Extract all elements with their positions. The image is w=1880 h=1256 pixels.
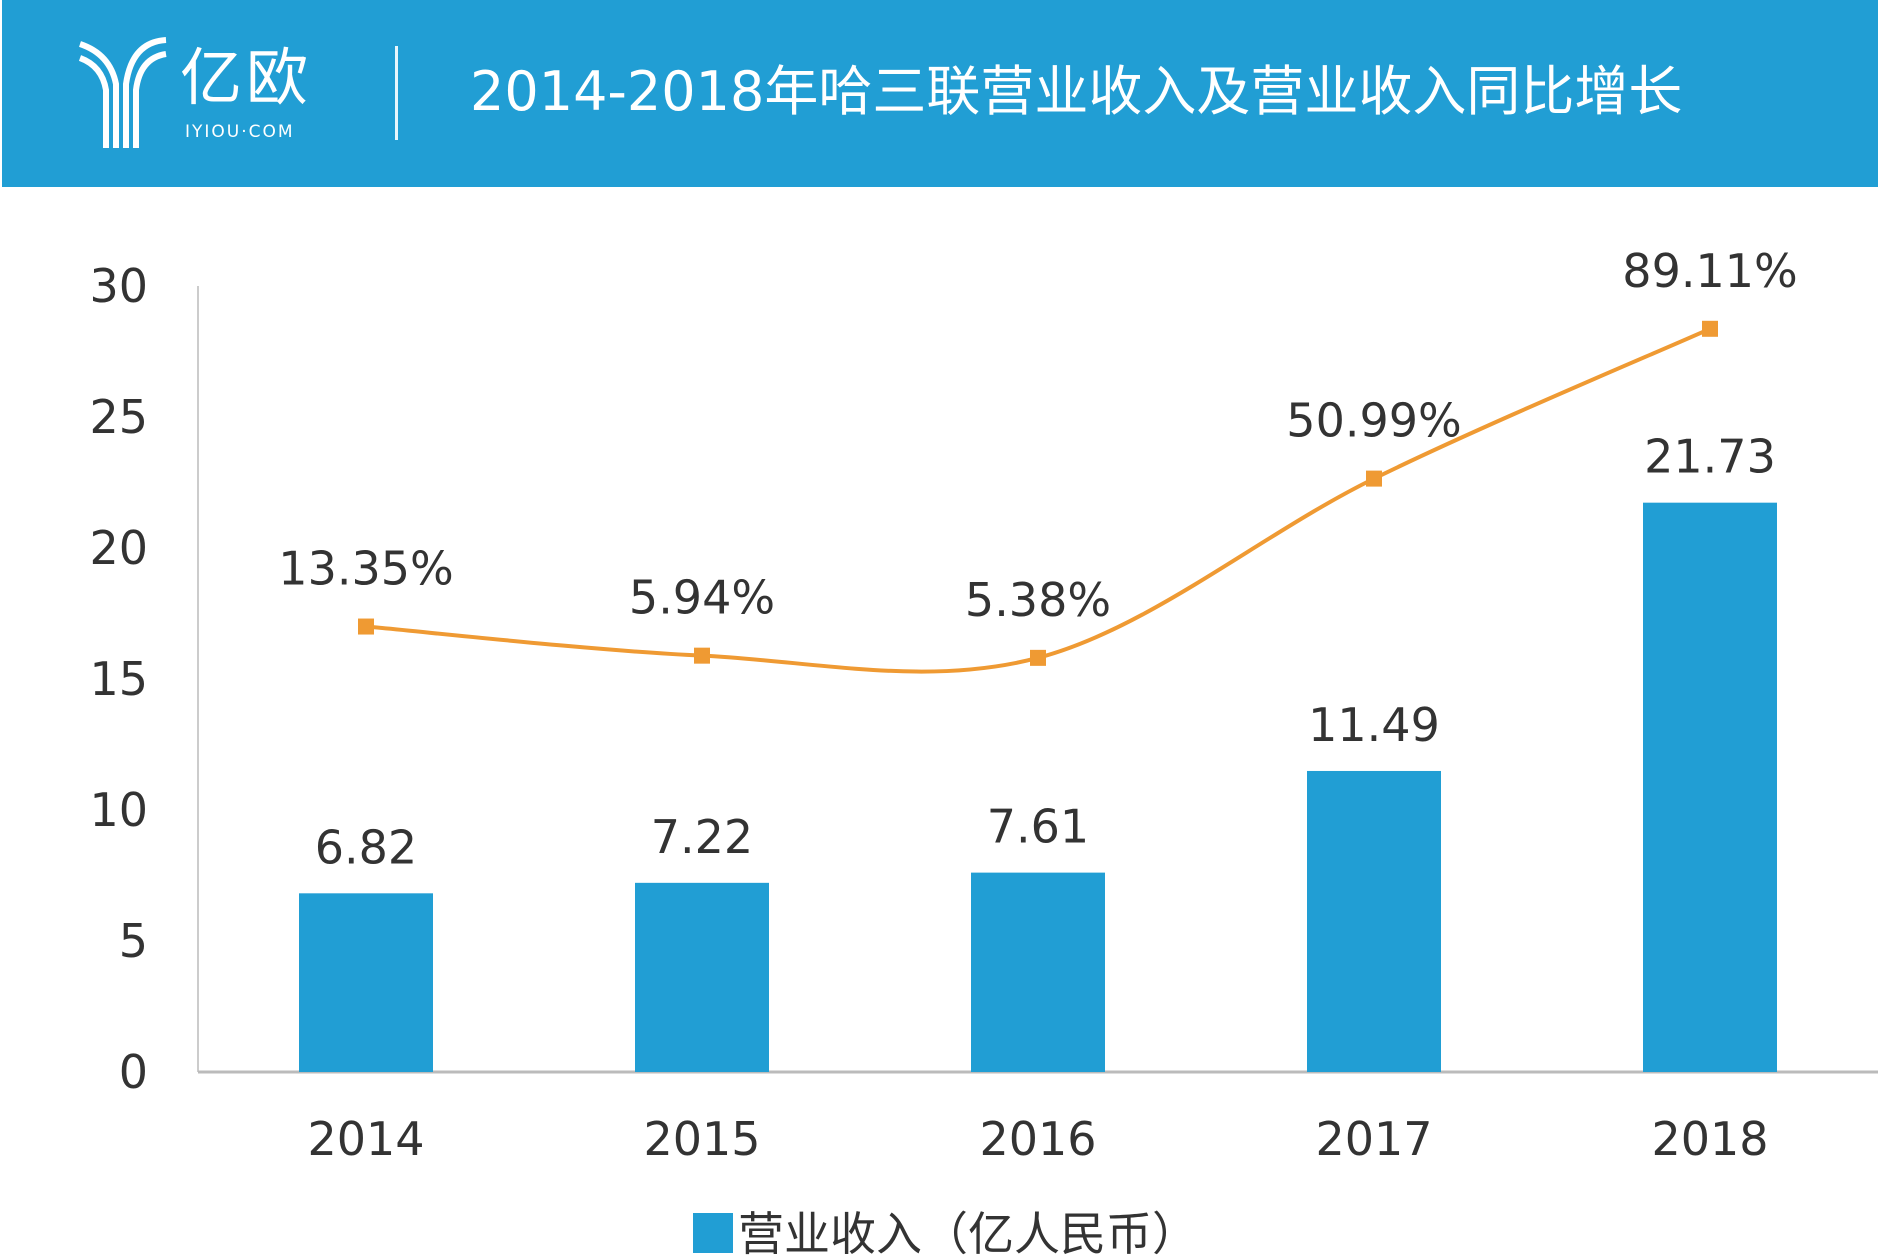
header-divider [395,46,398,140]
x-tick-label: 2014 [307,1112,424,1166]
x-tick-label: 2015 [643,1112,760,1166]
growth-marker [1030,649,1046,666]
bar-data-label: 6.82 [315,820,417,874]
growth-data-label: 5.38% [965,573,1111,627]
y-tick-label: 0 [119,1045,148,1099]
y-tick-label: 15 [89,652,148,706]
bar-data-label: 7.61 [987,800,1089,854]
y-tick-label: 10 [89,783,148,837]
bar [299,893,433,1072]
logo-text-cn: 亿欧 [180,41,313,114]
x-tick-label: 2016 [979,1112,1096,1166]
y-tick-label: 30 [89,259,148,313]
growth-data-label: 50.99% [1286,394,1461,448]
x-tick-label: 2018 [1651,1112,1768,1166]
header-banner: 亿欧 IYIOU·COM 2014-2018年哈三联营业收入及营业收入同比增长 [2,0,1878,187]
bar [1643,502,1777,1072]
growth-marker [358,618,374,635]
growth-data-label: 5.94% [629,571,775,625]
y-tick-label: 20 [89,521,148,575]
bar-data-label: 7.22 [651,810,753,864]
x-tick-label: 2017 [1315,1112,1432,1166]
bar-data-label: 11.49 [1308,698,1440,752]
legend-swatch [693,1213,733,1253]
bar [971,872,1105,1072]
iyiou-logo-icon [78,37,167,148]
logo-text-en: IYIOU·COM [185,122,295,142]
y-tick-label: 5 [119,914,148,968]
legend-label: 营业收入（亿人民币） [738,1207,1198,1256]
growth-marker [1702,320,1718,337]
bar [635,882,769,1072]
growth-marker [694,647,710,664]
growth-marker [1366,470,1382,487]
y-tick-label: 25 [89,390,148,444]
bar-data-label: 21.73 [1644,430,1776,484]
growth-data-label: 89.11% [1622,244,1797,298]
bar [1307,770,1441,1072]
growth-data-label: 13.35% [278,542,453,596]
chart-title: 2014-2018年哈三联营业收入及营业收入同比增长 [470,60,1683,123]
